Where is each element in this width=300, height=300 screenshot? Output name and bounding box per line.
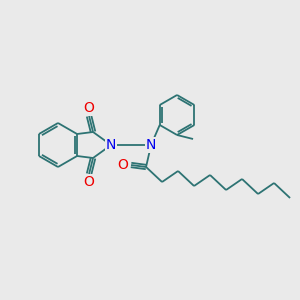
- Text: O: O: [84, 101, 94, 115]
- Text: O: O: [118, 158, 128, 172]
- Text: N: N: [146, 138, 156, 152]
- Text: N: N: [106, 138, 116, 152]
- Text: O: O: [84, 175, 94, 189]
